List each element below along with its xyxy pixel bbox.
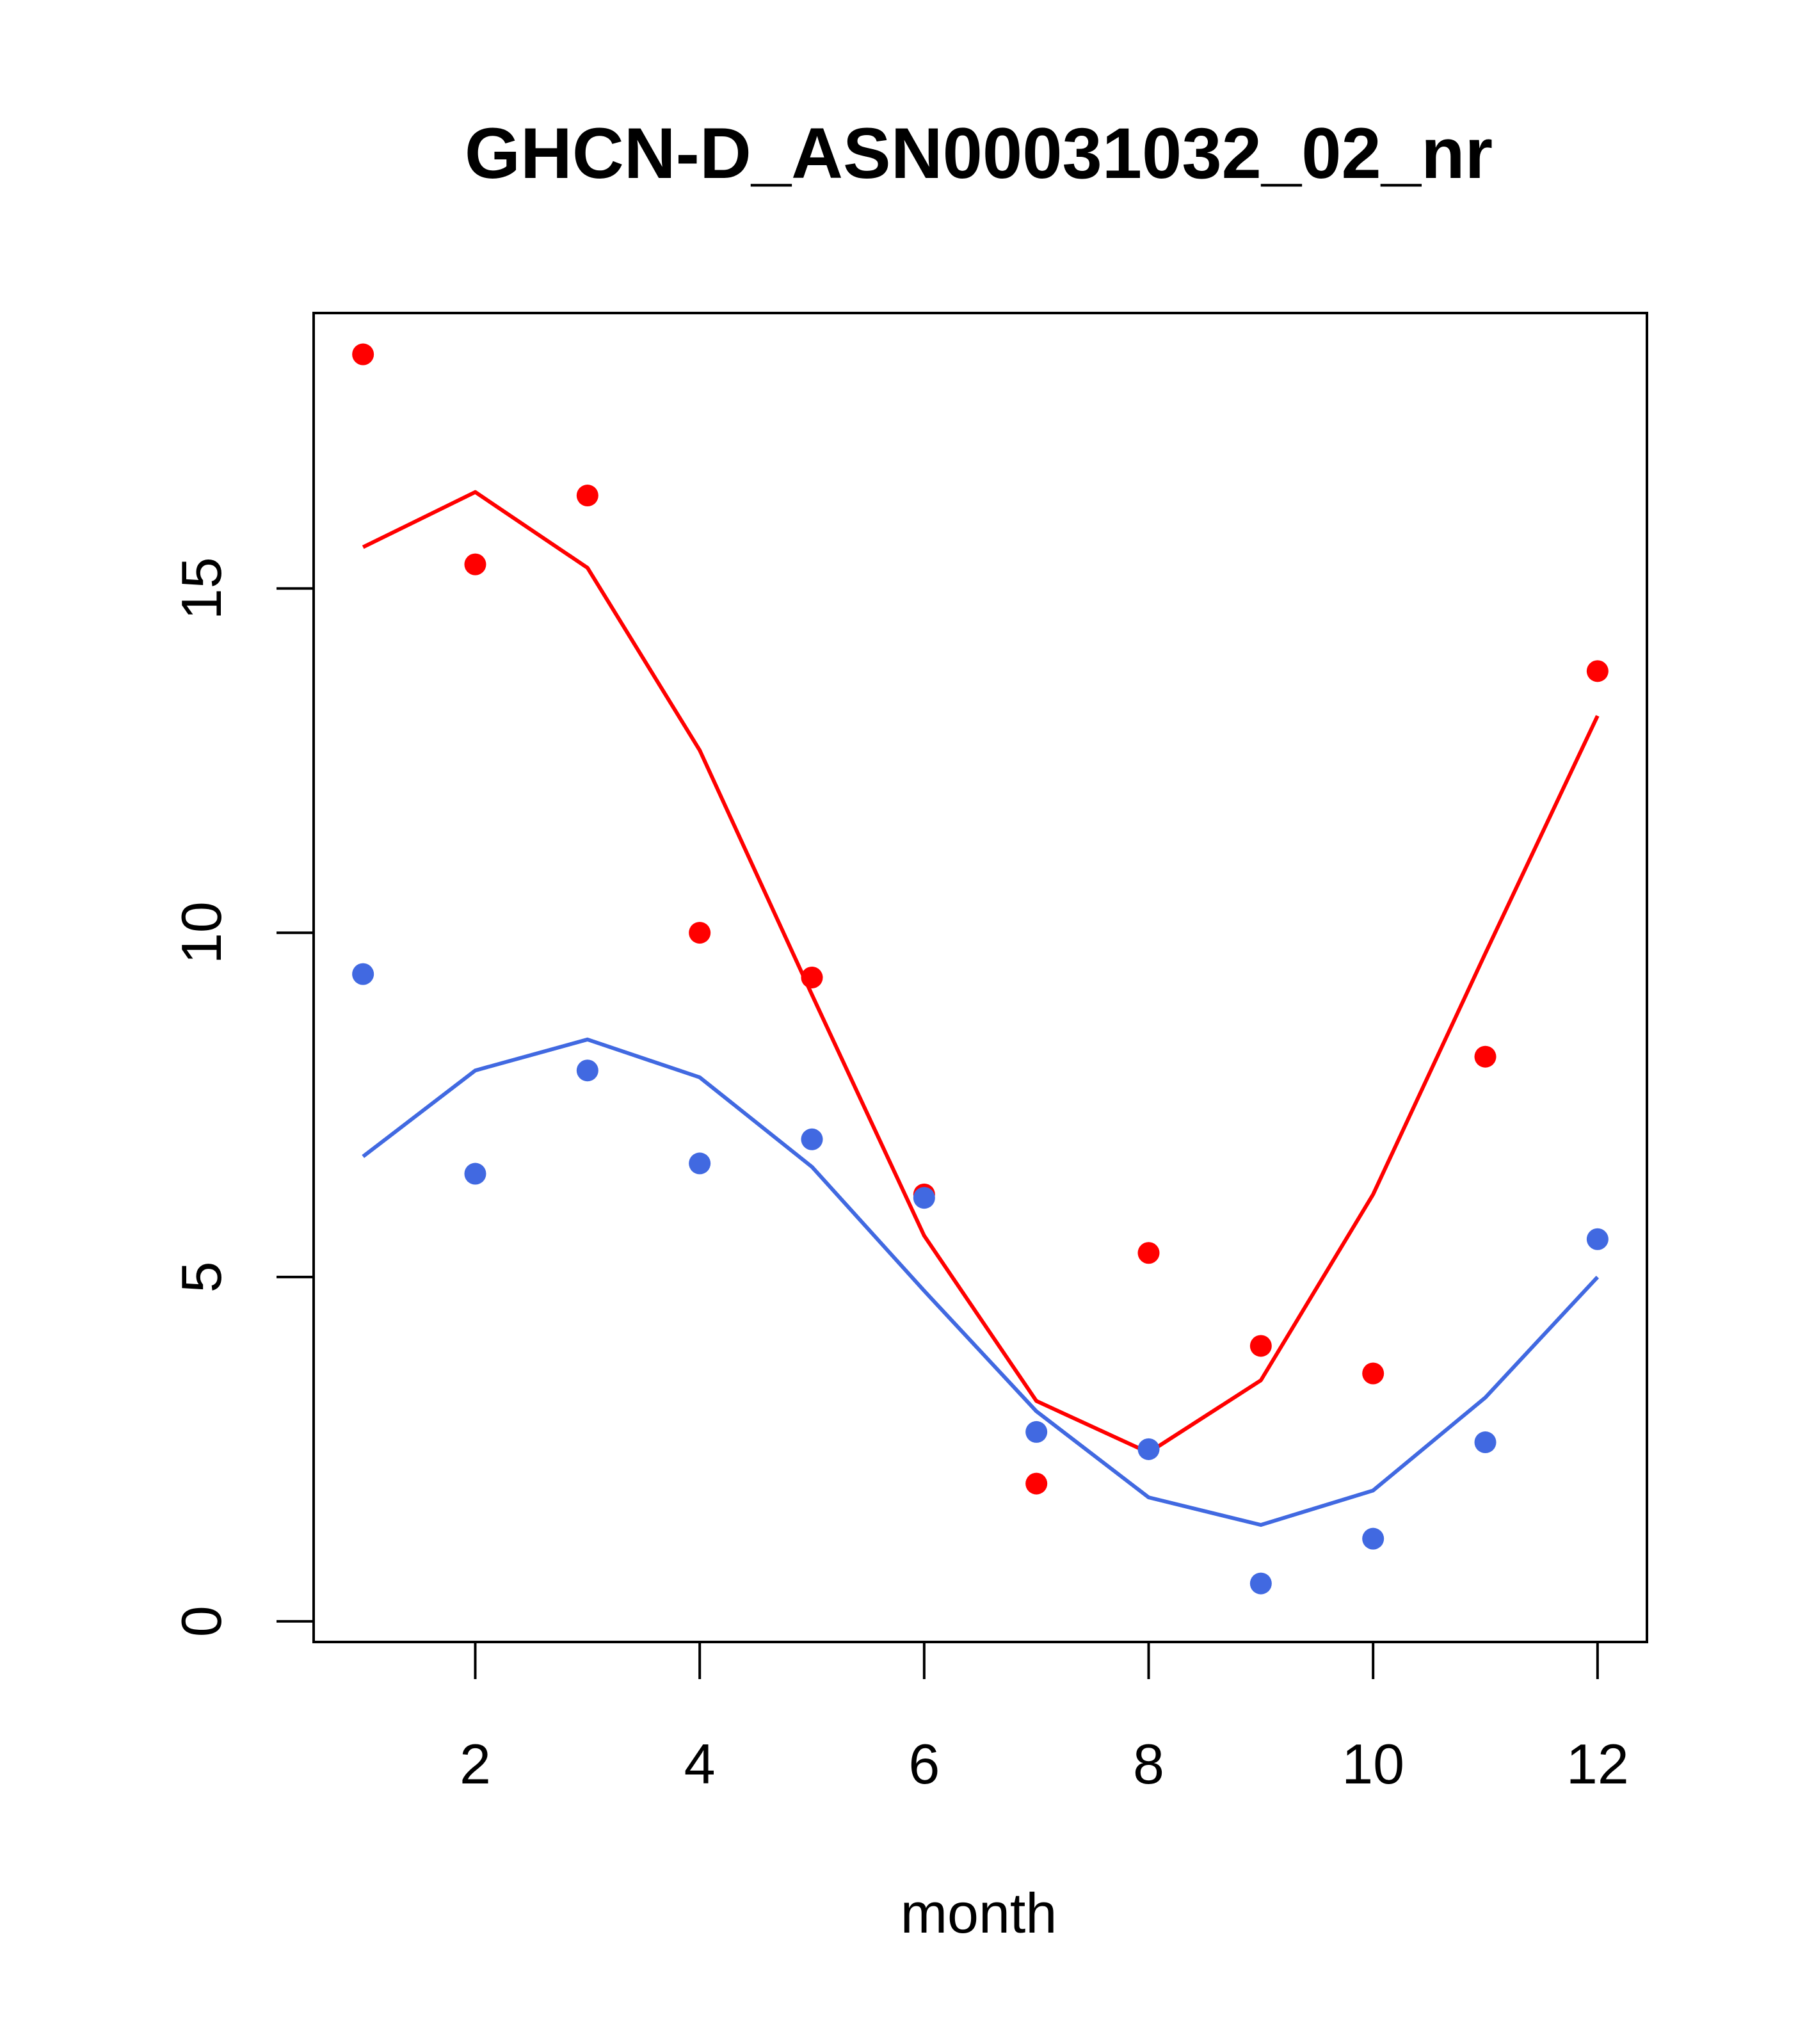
data-point [1586,660,1609,682]
data-point [576,485,598,507]
data-point [1025,1420,1048,1443]
x-tick-label: 6 [908,1732,940,1796]
y-tick-label: 0 [170,1605,233,1637]
y-tick-label: 5 [170,1261,233,1292]
series-1 [352,343,1609,1495]
series-line [362,490,1600,1455]
data-point [801,967,823,988]
data-point [689,922,711,944]
data-point [913,1187,935,1209]
data-point [352,343,374,366]
chart-title: GHCN-D_ASN00031032_02_nr [465,113,1493,193]
data-point [352,963,374,985]
x-tick-label: 2 [460,1732,491,1796]
data-point [1474,1431,1497,1454]
x-tick-label: 8 [1133,1732,1164,1796]
series-2 [352,963,1609,1595]
data-point [1474,1045,1497,1068]
data-point [689,1152,711,1175]
series-layer [352,343,1609,1595]
data-point [1025,1472,1048,1495]
x-axis-label: month [901,1881,1057,1945]
data-point [576,1059,598,1082]
data-point [1362,1362,1385,1385]
data-point [801,1128,823,1150]
data-point [1137,1242,1160,1264]
y-axis: 0 5 10 15 [170,557,315,1637]
data-point [1362,1527,1385,1550]
data-point [464,553,486,575]
data-point [1586,1228,1609,1250]
y-tick-label: 10 [170,901,233,964]
data-point [1249,1572,1272,1595]
plot-frame [312,312,1648,1643]
x-axis: 2 4 6 8 10 12 [460,1641,1629,1796]
data-point [1137,1438,1160,1460]
data-point [1249,1335,1272,1357]
x-tick-label: 12 [1566,1732,1629,1796]
series-line [362,1037,1600,1527]
x-tick-label: 4 [684,1732,716,1796]
data-point [464,1163,486,1185]
x-tick-label: 10 [1342,1732,1404,1796]
y-tick-label: 15 [170,557,233,620]
